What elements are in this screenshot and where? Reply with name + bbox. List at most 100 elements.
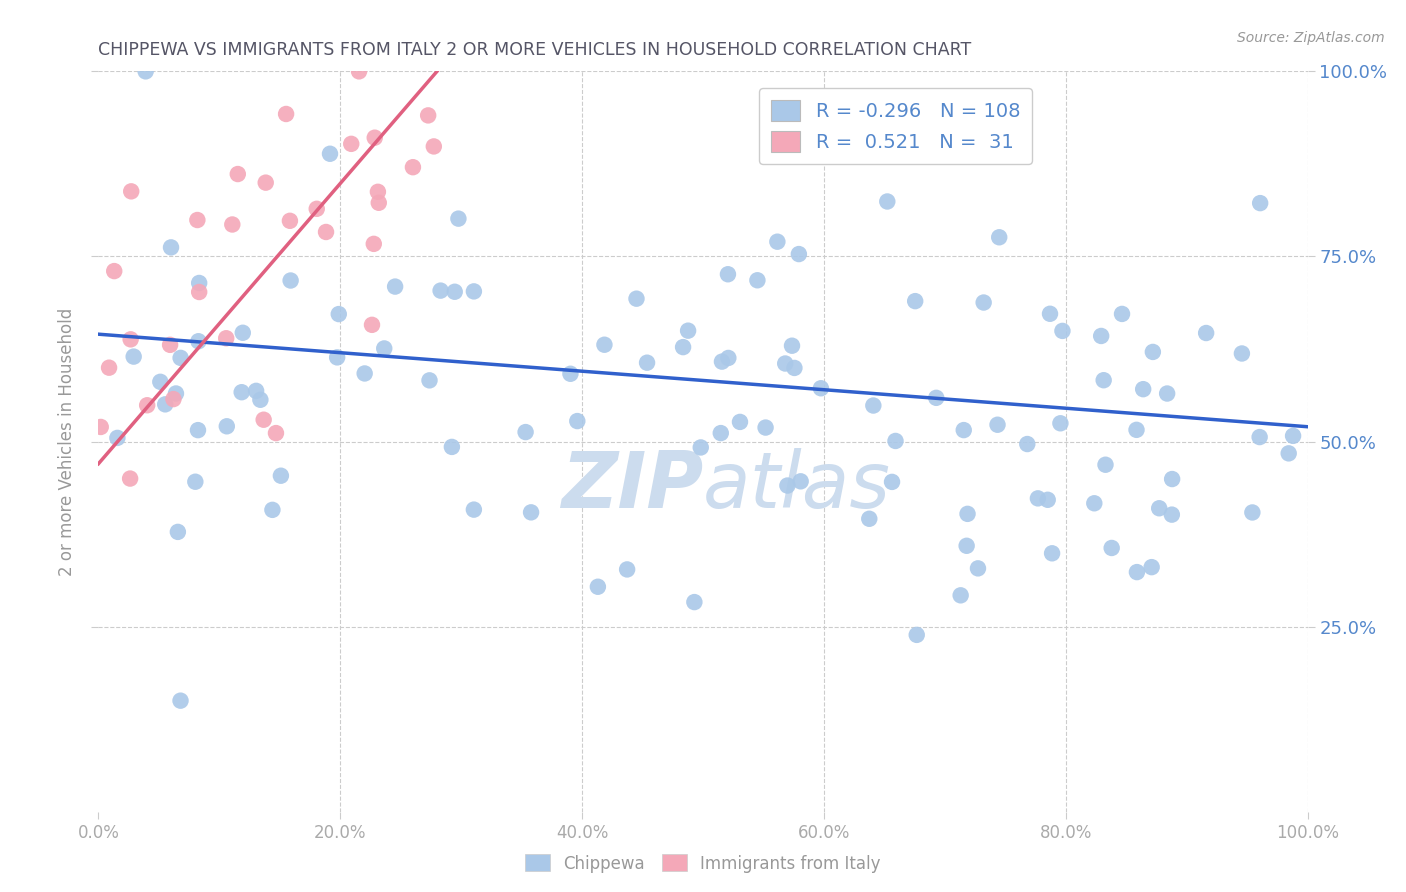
Point	[187, 423, 209, 437]
Point	[184, 475, 207, 489]
Point	[717, 351, 740, 365]
Point	[188, 276, 211, 290]
Point	[1049, 417, 1071, 431]
Point	[418, 373, 440, 387]
Point	[1017, 437, 1039, 451]
Point	[1101, 541, 1123, 555]
Point	[249, 392, 271, 407]
Point	[773, 357, 796, 371]
Point	[515, 425, 537, 439]
Point	[188, 285, 211, 299]
Point	[1111, 307, 1133, 321]
Point	[122, 350, 145, 364]
Y-axis label: 2 or more Vehicles in Household: 2 or more Vehicles in Household	[58, 308, 76, 575]
Point	[1126, 565, 1149, 579]
Point	[149, 375, 172, 389]
Point	[262, 503, 284, 517]
Point	[353, 367, 375, 381]
Point	[956, 507, 979, 521]
Point	[1161, 472, 1184, 486]
Point	[710, 354, 733, 368]
Point	[105, 431, 128, 445]
Point	[169, 351, 191, 365]
Point	[988, 230, 1011, 244]
Point	[810, 381, 832, 395]
Point	[418, 108, 440, 122]
Point	[710, 426, 733, 441]
Point	[90, 420, 112, 434]
Point	[103, 264, 125, 278]
Point	[1147, 501, 1170, 516]
Point	[1125, 423, 1147, 437]
Point	[215, 419, 238, 434]
Point	[1140, 560, 1163, 574]
Point	[135, 64, 157, 78]
Point	[1039, 307, 1062, 321]
Point	[904, 294, 927, 309]
Point	[254, 176, 277, 190]
Point	[367, 195, 389, 210]
Point	[187, 334, 209, 349]
Point	[884, 434, 907, 448]
Point	[443, 285, 465, 299]
Point	[326, 351, 349, 365]
Point	[1241, 506, 1264, 520]
Point	[278, 214, 301, 228]
Point	[245, 384, 267, 398]
Point	[952, 423, 974, 437]
Point	[274, 107, 297, 121]
Point	[215, 331, 238, 345]
Point	[560, 367, 582, 381]
Point	[1282, 429, 1305, 443]
Point	[776, 478, 799, 492]
Point	[1090, 329, 1112, 343]
Point	[1278, 446, 1301, 460]
Point	[520, 505, 543, 519]
Point	[463, 502, 485, 516]
Point	[672, 340, 695, 354]
Point	[676, 324, 699, 338]
Point	[402, 160, 425, 174]
Point	[880, 475, 903, 489]
Point	[1083, 496, 1105, 510]
Point	[683, 595, 706, 609]
Point	[967, 561, 990, 575]
Point	[361, 318, 384, 332]
Point	[120, 471, 142, 485]
Point	[1230, 346, 1253, 360]
Point	[340, 136, 363, 151]
Point	[1036, 492, 1059, 507]
Point	[783, 360, 806, 375]
Point	[689, 441, 711, 455]
Point	[270, 468, 292, 483]
Point	[463, 285, 485, 299]
Point	[169, 694, 191, 708]
Point	[162, 392, 184, 406]
Point	[956, 539, 979, 553]
Point	[1249, 430, 1271, 444]
Point	[858, 512, 880, 526]
Point	[876, 194, 898, 209]
Point	[1092, 373, 1115, 387]
Point	[728, 415, 751, 429]
Point	[1156, 386, 1178, 401]
Point	[986, 417, 1008, 432]
Point	[367, 185, 389, 199]
Point	[221, 218, 243, 232]
Point	[120, 332, 142, 346]
Point	[789, 475, 811, 489]
Point	[593, 337, 616, 351]
Point	[429, 284, 451, 298]
Point	[949, 588, 972, 602]
Point	[315, 225, 337, 239]
Point	[616, 562, 638, 576]
Point	[231, 385, 253, 400]
Point	[1132, 382, 1154, 396]
Point	[1249, 196, 1271, 211]
Point	[373, 342, 395, 356]
Point	[160, 240, 183, 254]
Point	[780, 339, 803, 353]
Point	[1160, 508, 1182, 522]
Point	[636, 356, 658, 370]
Text: CHIPPEWA VS IMMIGRANTS FROM ITALY 2 OR MORE VEHICLES IN HOUSEHOLD CORRELATION CH: CHIPPEWA VS IMMIGRANTS FROM ITALY 2 OR M…	[98, 41, 972, 59]
